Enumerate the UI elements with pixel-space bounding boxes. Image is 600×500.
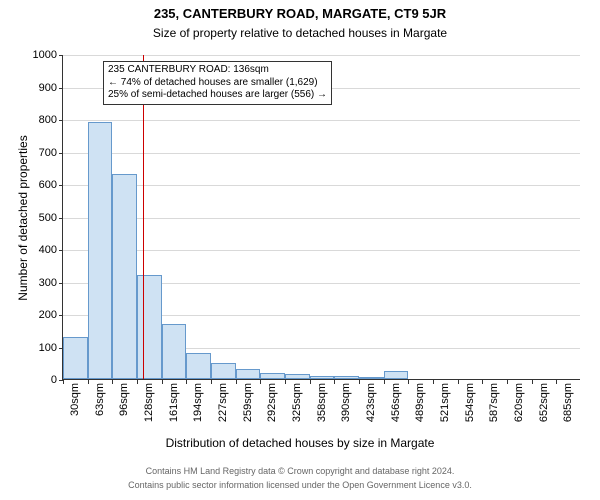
y-tick-label: 200 — [39, 309, 63, 321]
histogram-bar — [162, 324, 187, 379]
y-axis-label: Number of detached properties — [16, 118, 30, 318]
x-tick-label: 489sqm — [414, 383, 426, 433]
x-tick-label: 652sqm — [538, 383, 550, 433]
x-tick-label: 96sqm — [118, 383, 130, 433]
footer-line-2: Contains public sector information licen… — [0, 480, 600, 490]
annotation-line: 25% of semi-detached houses are larger (… — [108, 89, 327, 102]
y-tick-label: 400 — [39, 244, 63, 256]
histogram-bar — [236, 369, 261, 379]
x-tick-label: 587sqm — [488, 383, 500, 433]
y-tick-label: 0 — [51, 374, 63, 386]
histogram-bar — [186, 353, 211, 379]
gridline — [63, 153, 580, 154]
gridline — [63, 250, 580, 251]
x-tick-label: 554sqm — [464, 383, 476, 433]
annotation-line: ← 74% of detached houses are smaller (1,… — [108, 77, 327, 90]
x-tick-label: 194sqm — [192, 383, 204, 433]
histogram-bar — [359, 377, 384, 379]
gridline — [63, 120, 580, 121]
y-tick-label: 900 — [39, 82, 63, 94]
annotation-box: 235 CANTERBURY ROAD: 136sqm← 74% of deta… — [103, 61, 332, 105]
y-tick-label: 600 — [39, 179, 63, 191]
histogram-bar — [384, 371, 409, 379]
x-tick-label: 456sqm — [390, 383, 402, 433]
y-tick-label: 300 — [39, 277, 63, 289]
histogram-bar — [334, 376, 359, 379]
x-tick-label: 358sqm — [316, 383, 328, 433]
y-tick-label: 700 — [39, 147, 63, 159]
x-tick-label: 325sqm — [291, 383, 303, 433]
x-tick-label: 620sqm — [513, 383, 525, 433]
histogram-bar — [260, 373, 285, 380]
y-tick-label: 100 — [39, 342, 63, 354]
x-axis-label: Distribution of detached houses by size … — [0, 436, 600, 450]
histogram-bar — [63, 337, 88, 379]
footer-line-1: Contains HM Land Registry data © Crown c… — [0, 466, 600, 476]
x-tick-label: 30sqm — [69, 383, 81, 433]
x-tick-label: 292sqm — [266, 383, 278, 433]
gridline — [63, 185, 580, 186]
x-tick-label: 128sqm — [143, 383, 155, 433]
annotation-line: 235 CANTERBURY ROAD: 136sqm — [108, 64, 327, 77]
y-tick-label: 800 — [39, 114, 63, 126]
y-tick-label: 1000 — [33, 49, 63, 61]
gridline — [63, 218, 580, 219]
x-tick-label: 685sqm — [562, 383, 574, 433]
gridline — [63, 55, 580, 56]
x-tick-label: 390sqm — [340, 383, 352, 433]
x-tick-label: 63sqm — [94, 383, 106, 433]
histogram-bar — [88, 122, 113, 379]
x-tick-label: 521sqm — [439, 383, 451, 433]
histogram-bar — [285, 374, 310, 379]
histogram-bar — [310, 376, 335, 379]
chart-subtitle: Size of property relative to detached ho… — [0, 26, 600, 40]
x-tick-label: 227sqm — [217, 383, 229, 433]
x-tick-label: 423sqm — [365, 383, 377, 433]
y-tick-label: 500 — [39, 212, 63, 224]
chart-title: 235, CANTERBURY ROAD, MARGATE, CT9 5JR — [0, 6, 600, 21]
plot-area: 0100200300400500600700800900100030sqm63s… — [62, 55, 580, 380]
histogram-bar — [211, 363, 236, 379]
histogram-bar — [112, 174, 137, 379]
x-tick-label: 259sqm — [242, 383, 254, 433]
x-tick-label: 161sqm — [168, 383, 180, 433]
histogram-bar — [137, 275, 162, 379]
